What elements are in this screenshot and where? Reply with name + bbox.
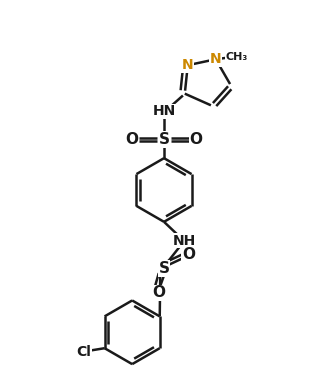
Text: NH: NH xyxy=(173,234,196,247)
Text: S: S xyxy=(158,261,170,276)
Text: N: N xyxy=(210,52,222,66)
Text: S: S xyxy=(158,132,170,147)
Text: HN: HN xyxy=(153,105,175,118)
Text: O: O xyxy=(152,285,165,301)
Text: O: O xyxy=(189,132,202,147)
Text: O: O xyxy=(126,132,139,147)
Text: CH₃: CH₃ xyxy=(225,52,247,62)
Text: Cl: Cl xyxy=(76,345,92,359)
Text: O: O xyxy=(182,247,195,262)
Text: N: N xyxy=(182,58,194,72)
